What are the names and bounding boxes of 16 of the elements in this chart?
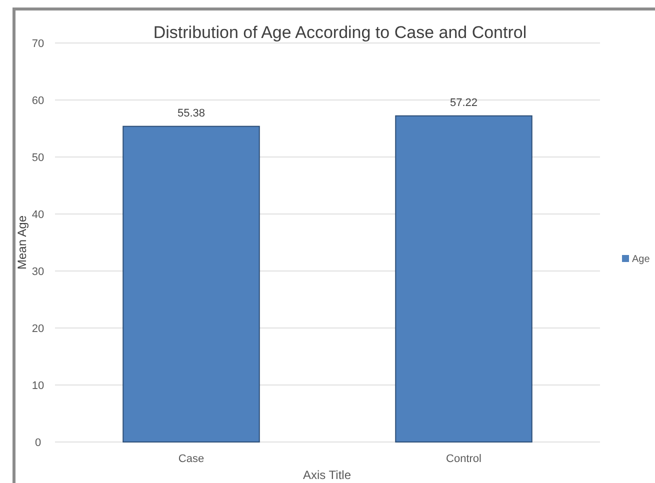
- y-tick-label: 60: [32, 95, 44, 107]
- x-tick-label: Control: [446, 453, 482, 465]
- y-axis-title: Mean Age: [15, 215, 29, 270]
- y-tick-label: 0: [34, 437, 42, 449]
- y-tick-label: 40: [32, 209, 44, 221]
- data-label: 55.38: [177, 107, 206, 120]
- y-tick-label: 30: [32, 266, 44, 278]
- y-tick-label: 10: [32, 380, 44, 392]
- y-tick-label: 70: [32, 38, 44, 50]
- chart-title: Distribution of Age According to Case and Control: [153, 23, 527, 42]
- legend-label: Age: [632, 254, 650, 265]
- x-tick-label: Case: [178, 453, 204, 465]
- y-tick-label: 20: [32, 323, 44, 335]
- x-axis-title: Axis Title: [302, 468, 352, 482]
- data-label: 57.22: [450, 96, 478, 109]
- y-tick-label: 50: [32, 152, 44, 164]
